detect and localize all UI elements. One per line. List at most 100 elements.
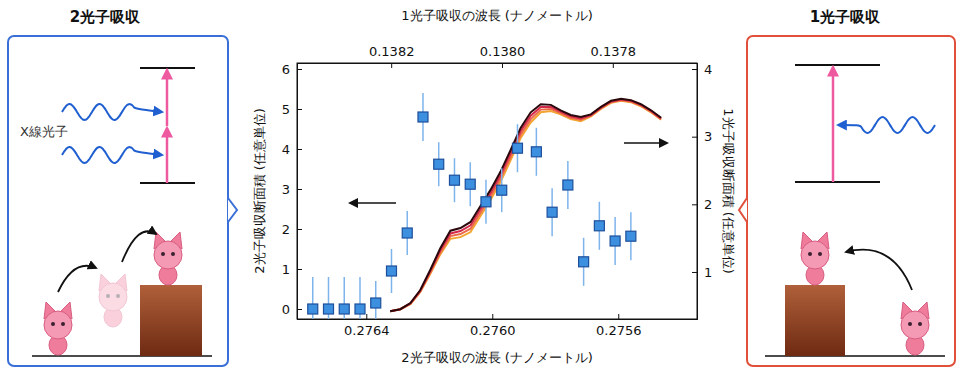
tick-mark (297, 269, 302, 270)
tick-label: 0.2756 (596, 323, 642, 338)
data-point (339, 304, 349, 314)
data-point (579, 257, 589, 267)
character-head (99, 283, 127, 311)
photon-wave (62, 147, 162, 163)
character-eye (908, 322, 912, 326)
tick-mark (297, 149, 302, 150)
data-point (355, 304, 365, 314)
tick-label: 4 (704, 62, 712, 77)
data-point (386, 266, 396, 276)
data-point (547, 207, 557, 217)
character (154, 232, 182, 285)
tick-label: 3 (704, 129, 712, 144)
data-point (610, 236, 620, 246)
tick: 3 (692, 129, 712, 144)
tick-mark (692, 204, 697, 205)
tick-mark (692, 272, 697, 273)
data-point (531, 147, 541, 157)
data-point (449, 175, 459, 185)
axis-pointer (624, 142, 667, 144)
data-point (418, 112, 428, 122)
axis-line (298, 64, 698, 69)
tick-mark (297, 109, 302, 110)
data-point (402, 228, 412, 238)
character (901, 302, 929, 355)
tick-label: 0 (282, 302, 290, 317)
tick-label: 0.1380 (480, 44, 526, 59)
photon-wave (62, 104, 162, 120)
tick: 5 (282, 102, 302, 117)
tick-label: 1 (282, 262, 290, 277)
spectrum-line (390, 99, 661, 311)
character-eye (161, 252, 165, 256)
tick: 4 (692, 62, 712, 77)
character-eye (61, 322, 65, 326)
panel-box (8, 36, 228, 366)
character-head (801, 241, 829, 269)
energy-level (795, 64, 880, 66)
excitation-arrow (166, 128, 169, 183)
spectrum-line (390, 101, 661, 311)
energy-level (795, 181, 880, 183)
tick-label: 0.1382 (369, 44, 415, 59)
tick-label: 2 (704, 197, 712, 212)
tick-mark (297, 309, 302, 310)
data-point (434, 159, 444, 169)
panel: 1光子吸収 (739, 8, 955, 366)
character-head (44, 311, 72, 339)
tick-label: 0.2764 (344, 323, 390, 338)
tick-label: 0.2760 (470, 323, 516, 338)
tick-mark (613, 63, 614, 68)
character-eye (51, 322, 55, 326)
axis: 1 2 3 4 (692, 62, 712, 320)
tick: 0.1382 (369, 44, 415, 68)
callout-pointer (739, 198, 747, 222)
callout-pointer (228, 198, 237, 222)
spectrum-line (390, 99, 661, 311)
character-eye (808, 252, 812, 256)
data-point (563, 180, 573, 190)
tick-mark (391, 63, 392, 68)
step-block (140, 285, 202, 356)
tick: 6 (282, 62, 302, 77)
data-point (497, 185, 507, 195)
data-point (512, 143, 522, 153)
tick-mark (502, 63, 503, 68)
tick: 0.2764 (344, 314, 390, 338)
data-point (323, 304, 333, 314)
tick: 0.1380 (480, 44, 526, 68)
data-point (481, 197, 491, 207)
tick: 1 (282, 262, 302, 277)
character-eye (918, 322, 922, 326)
axis-title: 2光子吸収断面積 (任意単位) (252, 108, 267, 274)
data-point (465, 179, 475, 189)
axis-line (692, 64, 698, 320)
jump-arrow (58, 266, 96, 292)
plot-area (308, 93, 661, 319)
tick-mark (618, 314, 619, 319)
tick-label: 4 (282, 142, 290, 157)
panel: 2光子吸収X線光子 (8, 8, 237, 366)
spectrum-line (390, 100, 661, 311)
axis: 0 1 2 3 4 5 6 (282, 62, 302, 320)
panel-title: 1光子吸収 (810, 8, 881, 26)
tick-label: 1 (704, 265, 712, 280)
tick-mark (297, 229, 302, 230)
tick: 4 (282, 142, 302, 157)
axis-pointer (350, 202, 396, 204)
tick: 0.2756 (596, 314, 642, 338)
character-head (154, 241, 182, 269)
axis-title: 2光子吸収の波長 (ナノメートル) (401, 350, 593, 365)
tick-label: 6 (282, 62, 290, 77)
annotation: X線光子 (20, 124, 68, 139)
tick-label: 3 (282, 182, 290, 197)
tick-label: 2 (282, 222, 290, 237)
character-eye (106, 294, 110, 298)
tick-mark (692, 69, 697, 70)
tick-mark (366, 314, 367, 319)
character (801, 232, 829, 285)
character-eye (818, 252, 822, 256)
tick-mark (492, 314, 493, 319)
tick: 0 (282, 302, 302, 317)
tick: 0.1378 (591, 44, 637, 68)
